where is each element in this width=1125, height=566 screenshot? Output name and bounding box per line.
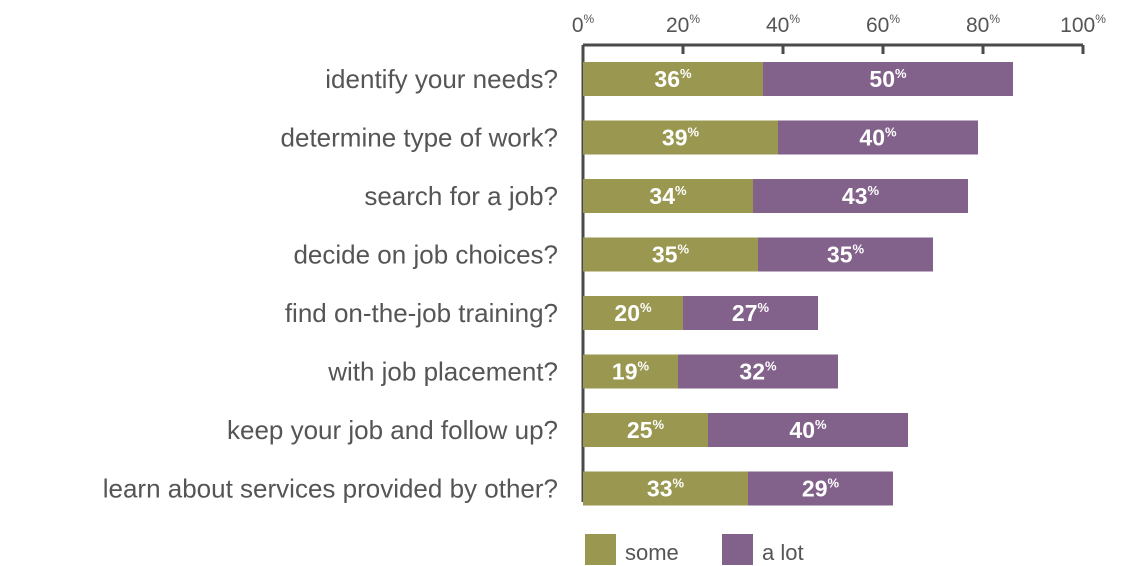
category-label: search for a job?	[364, 181, 558, 211]
bar-value-label: 29%	[802, 476, 840, 502]
bar-value-label: 27%	[732, 300, 770, 326]
bar-value-label: 35%	[652, 242, 690, 268]
category-label: determine type of work?	[281, 123, 558, 153]
bar-a-lot	[758, 237, 933, 272]
bar-some	[583, 120, 778, 155]
bar-some	[583, 471, 748, 506]
bar-value-label: 19%	[612, 359, 650, 385]
category-label: with job placement?	[327, 357, 558, 387]
category-labels: identify your needs? determine type of wo…	[103, 64, 558, 504]
x-tick-label: 40%	[766, 12, 800, 37]
bar-some	[583, 179, 753, 213]
legend-swatch-some	[585, 534, 616, 565]
legend: some a lot	[585, 534, 804, 565]
bar-value-label: 20%	[614, 300, 652, 326]
bar-some	[583, 413, 708, 447]
bars: 36% 50% 39% 40% 34% 43% 35% 35% 20% 27% 19% 32% 25% 4…	[583, 62, 1013, 506]
bar-value-label: 40%	[789, 417, 827, 443]
category-label: find on-the-job training?	[285, 298, 558, 328]
legend-label-some: some	[625, 540, 679, 565]
x-tick-label: 20%	[666, 12, 700, 37]
bar-some	[583, 62, 763, 96]
bar-some	[583, 237, 758, 272]
bar-some	[583, 354, 678, 389]
bar-value-label: 33%	[647, 476, 685, 502]
bar-value-label: 43%	[842, 183, 880, 209]
bar-some	[583, 296, 683, 330]
bar-value-label: 39%	[662, 125, 700, 151]
category-label: identify your needs?	[325, 64, 558, 94]
x-tick-label: 60%	[866, 12, 900, 37]
bar-a-lot	[678, 354, 838, 389]
category-label: learn about services provided by other?	[103, 474, 558, 504]
bar-value-label: 50%	[869, 66, 907, 92]
category-label: decide on job choices?	[293, 240, 558, 270]
bar-value-label: 25%	[627, 417, 665, 443]
bar-value-label: 34%	[649, 183, 687, 209]
bar-a-lot	[748, 471, 893, 506]
bar-a-lot	[763, 62, 1013, 96]
bar-a-lot	[708, 413, 908, 447]
x-tick-label: 100%	[1060, 12, 1106, 37]
bar-a-lot	[753, 179, 968, 213]
bar-value-label: 35%	[827, 242, 865, 268]
legend-label-a-lot: a lot	[762, 540, 804, 565]
x-tick-label: 80%	[966, 12, 1000, 37]
category-label: keep your job and follow up?	[227, 415, 558, 445]
bar-a-lot	[683, 296, 818, 330]
x-tick-label: 0%	[572, 12, 595, 37]
legend-swatch-a-lot	[722, 534, 753, 565]
bar-value-label: 40%	[859, 125, 897, 151]
bar-value-label: 32%	[739, 359, 777, 385]
bar-a-lot	[778, 120, 978, 155]
bar-value-label: 36%	[654, 66, 692, 92]
